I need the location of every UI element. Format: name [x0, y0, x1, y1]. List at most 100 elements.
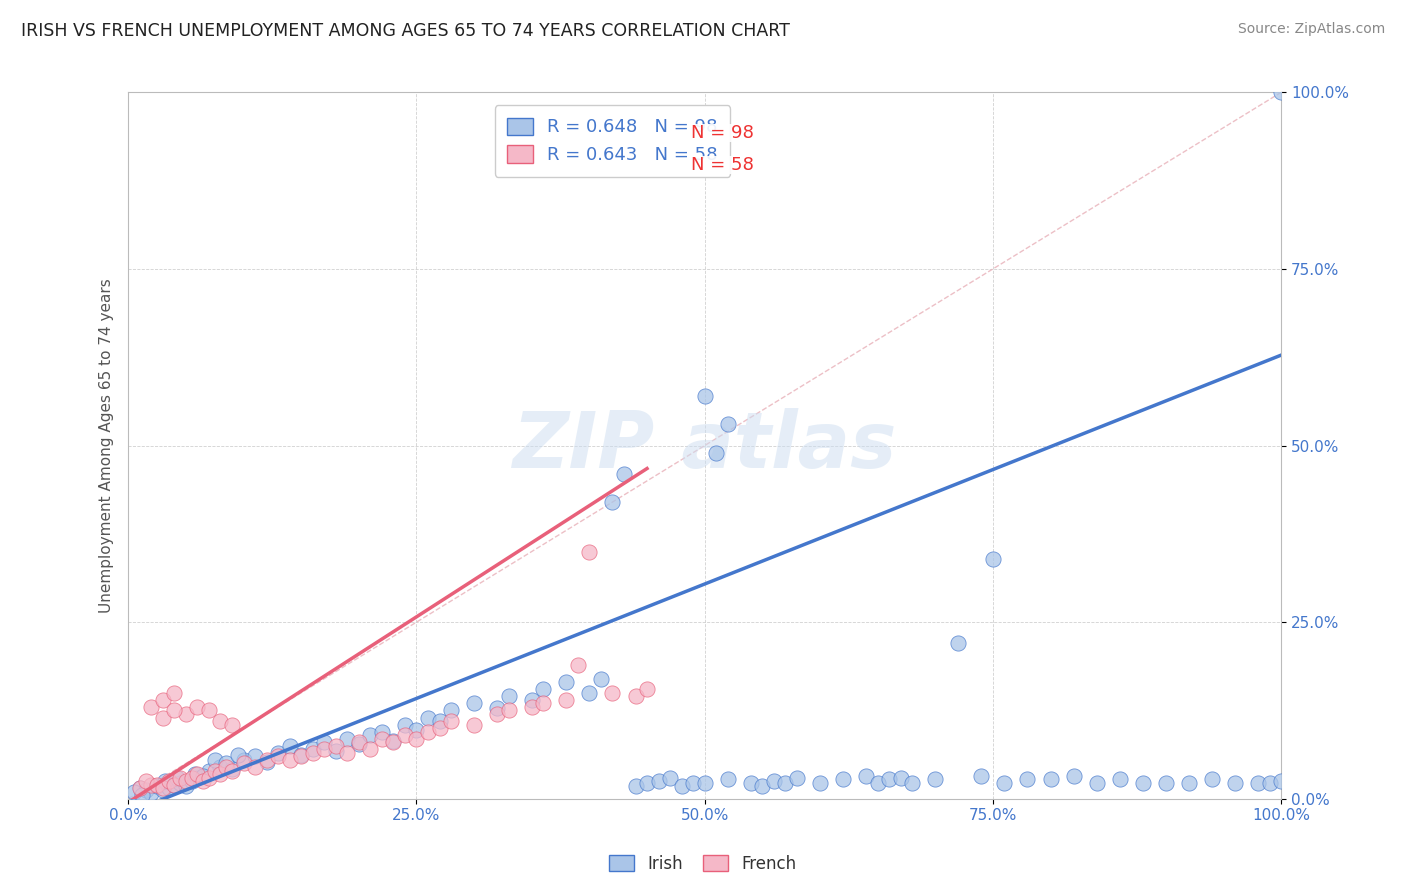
Point — [314, 735, 336, 749]
Text: ZIP atlas: ZIP atlas — [512, 408, 897, 483]
Point — [278, 739, 301, 753]
Point — [221, 717, 243, 731]
Point — [693, 389, 716, 403]
Point — [141, 700, 163, 714]
Point — [152, 693, 174, 707]
Point — [762, 774, 785, 789]
Point — [704, 445, 727, 459]
Point — [153, 774, 176, 789]
Legend: Irish, French: Irish, French — [603, 848, 803, 880]
Point — [567, 657, 589, 672]
Point — [786, 771, 808, 785]
Point — [1270, 86, 1292, 100]
Point — [671, 779, 693, 793]
Point — [1132, 776, 1154, 790]
Point — [152, 710, 174, 724]
Text: N = 98: N = 98 — [690, 124, 754, 142]
Point — [429, 721, 451, 735]
Point — [636, 682, 658, 697]
Point — [382, 735, 405, 749]
Point — [394, 728, 416, 742]
Point — [290, 747, 312, 762]
Point — [180, 774, 202, 789]
Point — [243, 760, 266, 774]
Point — [405, 731, 427, 746]
Point — [301, 742, 323, 756]
Point — [186, 771, 208, 785]
Text: IRISH VS FRENCH UNEMPLOYMENT AMONG AGES 65 TO 74 YEARS CORRELATION CHART: IRISH VS FRENCH UNEMPLOYMENT AMONG AGES … — [21, 22, 790, 40]
Point — [993, 776, 1015, 790]
Point — [336, 746, 359, 760]
Point — [186, 700, 208, 714]
Point — [981, 551, 1004, 566]
Point — [578, 544, 600, 558]
Point — [204, 764, 226, 778]
Point — [1223, 776, 1246, 790]
Point — [146, 779, 169, 793]
Point — [636, 776, 658, 790]
Point — [215, 760, 238, 774]
Point — [174, 779, 197, 793]
Point — [866, 776, 889, 790]
Point — [740, 776, 762, 790]
Point — [555, 693, 578, 707]
Point — [301, 746, 323, 760]
Point — [325, 744, 347, 758]
Legend: R = 0.648   N = 98, R = 0.643   N = 58: R = 0.648 N = 98, R = 0.643 N = 58 — [495, 105, 730, 177]
Point — [152, 781, 174, 796]
Point — [209, 767, 232, 781]
Point — [486, 706, 509, 721]
Point — [198, 764, 221, 778]
Point — [463, 717, 485, 731]
Point — [256, 753, 278, 767]
Point — [226, 747, 249, 762]
Point — [555, 675, 578, 690]
Point — [440, 703, 463, 717]
Point — [832, 772, 855, 786]
Point — [135, 783, 157, 797]
Point — [751, 779, 773, 793]
Point — [221, 762, 243, 776]
Point — [1247, 776, 1270, 790]
Point — [775, 776, 797, 790]
Point — [659, 771, 682, 785]
Point — [163, 778, 186, 792]
Point — [215, 756, 238, 771]
Point — [359, 728, 381, 742]
Point — [290, 749, 312, 764]
Point — [359, 742, 381, 756]
Point — [901, 776, 924, 790]
Point — [184, 767, 207, 781]
Point — [169, 771, 191, 785]
Point — [371, 724, 394, 739]
Point — [347, 735, 370, 749]
Point — [440, 714, 463, 728]
Point — [924, 772, 946, 786]
Point — [1108, 772, 1130, 786]
Point — [141, 778, 163, 792]
Point — [808, 776, 831, 790]
Point — [204, 753, 226, 767]
Point — [682, 776, 704, 790]
Point — [520, 693, 543, 707]
Point — [855, 769, 877, 783]
Point — [163, 703, 186, 717]
Point — [163, 778, 186, 792]
Point — [336, 731, 359, 746]
Point — [157, 781, 180, 796]
Point — [624, 779, 647, 793]
Point — [520, 700, 543, 714]
Y-axis label: Unemployment Among Ages 65 to 74 years: Unemployment Among Ages 65 to 74 years — [100, 278, 114, 613]
Point — [267, 749, 290, 764]
Point — [186, 767, 208, 781]
Point — [169, 776, 191, 790]
Point — [141, 786, 163, 800]
Point — [890, 771, 912, 785]
Point — [416, 710, 439, 724]
Point — [948, 636, 970, 650]
Point — [877, 772, 900, 786]
Point — [157, 774, 180, 789]
Point — [122, 785, 145, 799]
Point — [232, 756, 254, 771]
Point — [498, 690, 520, 704]
